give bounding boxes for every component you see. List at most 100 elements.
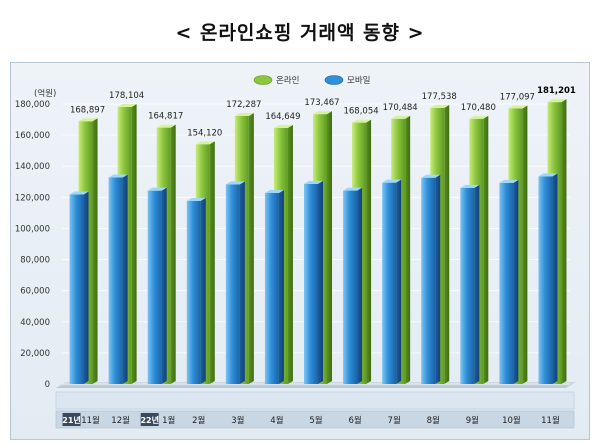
mobile-value-strip — [55, 391, 575, 410]
bar-online-side — [483, 115, 489, 384]
bar-online-side — [522, 105, 528, 384]
bar-mobile — [225, 181, 245, 384]
bar-mobile-side — [552, 173, 558, 384]
legend-swatch-online — [253, 75, 273, 85]
bar-mobile — [304, 180, 323, 384]
bar-mobile-top — [499, 179, 519, 183]
bar-mobile-top — [538, 173, 558, 177]
x-category-label: 11월 — [81, 415, 100, 426]
page-title: < 온라인쇼핑 거래액 동향 > — [175, 22, 425, 44]
bar-mobile-top — [69, 191, 89, 195]
bar-mobile-side — [161, 187, 167, 384]
data-label-online: 164,817 — [148, 112, 183, 122]
data-label-online: 177,097 — [500, 93, 535, 103]
bar-mobile-top — [421, 174, 441, 178]
bar-mobile-top — [264, 189, 284, 193]
y-tick-label: 120,000 — [15, 193, 50, 203]
y-tick-label: 60,000 — [20, 287, 50, 297]
bar-mobile-top — [304, 180, 323, 184]
bar-mobile-front — [225, 184, 240, 384]
x-category-label: 9월 — [466, 415, 479, 426]
bar-online-top — [273, 124, 293, 128]
bar-online-top — [352, 119, 372, 123]
bar-online-side — [561, 99, 567, 384]
x-category-label: 3월 — [231, 415, 244, 426]
data-label-online: 177,538 — [422, 92, 457, 102]
bar-mobile — [264, 189, 284, 384]
legend-label-online: 온라인 — [276, 75, 299, 86]
legend-item-mobile: 모바일 — [324, 75, 370, 86]
legend-item-online: 온라인 — [253, 75, 299, 86]
year-marker-label: 22년 — [140, 415, 159, 425]
bar-mobile — [69, 191, 89, 384]
bar-online-side — [209, 141, 215, 384]
bar-mobile-side — [513, 179, 519, 384]
bar-mobile-front — [421, 177, 436, 384]
data-label-online: 173,467 — [304, 98, 339, 108]
bar-online-top — [469, 115, 489, 119]
x-category-label: 7월 — [388, 415, 401, 426]
bar-mobile-side — [278, 189, 284, 384]
bar-mobile-top — [460, 184, 480, 188]
bar-online-top — [156, 124, 176, 128]
bar-online-top — [195, 141, 215, 145]
year-marker-box — [62, 413, 81, 426]
bar-online-side — [92, 118, 98, 384]
bar-online-side — [327, 111, 332, 384]
bar-mobile-top — [225, 181, 245, 185]
x-category-label: 4월 — [270, 415, 283, 426]
bar-mobile — [382, 179, 402, 384]
bar-online-top — [78, 118, 98, 122]
bar-mobile-front — [304, 183, 318, 384]
bar-mobile-side — [239, 181, 245, 384]
bar-online-side — [405, 115, 411, 384]
year-marker-box — [140, 413, 159, 426]
y-tick-label: 0 — [45, 380, 50, 390]
bar-mobile-side — [122, 174, 128, 384]
y-tick-label: 80,000 — [20, 256, 50, 266]
y-tick-label: 100,000 — [15, 224, 50, 234]
bar-mobile — [421, 174, 441, 384]
x-category-label: 8월 — [427, 415, 440, 426]
x-category-label: 10월 — [502, 415, 521, 426]
data-label-online: 168,054 — [343, 107, 378, 117]
bar-mobile-top — [186, 197, 206, 201]
data-label-online: 178,104 — [109, 91, 144, 101]
bar-mobile-front — [343, 190, 358, 384]
bar-mobile-front — [108, 177, 123, 384]
bar-online-top — [391, 115, 411, 119]
bar-mobile-front — [382, 182, 397, 384]
x-category-label: 12월 — [111, 415, 130, 426]
bar-mobile — [499, 179, 519, 384]
bar-mobile-top — [343, 187, 363, 191]
bar-mobile-side — [83, 191, 89, 384]
legend-label-mobile: 모바일 — [347, 75, 370, 86]
bar-mobile — [538, 173, 558, 384]
bar-mobile-front — [460, 187, 475, 384]
y-tick-label: 180,000 — [15, 100, 50, 110]
bar-mobile-side — [435, 174, 441, 384]
bar-mobile-top — [108, 174, 128, 178]
bar-mobile-top — [382, 179, 402, 183]
bar-mobile-front — [264, 192, 279, 384]
bar-mobile-side — [200, 197, 206, 384]
bar-mobile — [460, 184, 480, 384]
bar-mobile-front — [147, 190, 162, 384]
y-axis-ticks: 0 20,000 40,000 60,000 80,000 100,000 120,000 1… — [15, 100, 50, 390]
bar-mobile-front — [499, 182, 514, 384]
y-tick-label: 40,000 — [20, 318, 50, 328]
x-category-label: 2월 — [192, 415, 205, 426]
bar-mobile-side — [474, 184, 480, 384]
y-tick-label: 140,000 — [15, 162, 50, 172]
y-tick-label: 20,000 — [20, 349, 50, 359]
y-unit-label: (억원) — [34, 88, 56, 99]
bar-online-side — [248, 112, 254, 385]
bar-online-top — [430, 104, 450, 108]
x-category-label: 1월 — [162, 415, 175, 426]
y-tick-label: 160,000 — [15, 131, 50, 141]
x-category-label: 11월 — [541, 415, 560, 426]
data-label-online: 181,201 — [537, 86, 576, 96]
bar-mobile-front — [69, 194, 84, 384]
data-label-online: 172,287 — [226, 100, 261, 110]
x-category-label: 5월 — [309, 415, 322, 426]
